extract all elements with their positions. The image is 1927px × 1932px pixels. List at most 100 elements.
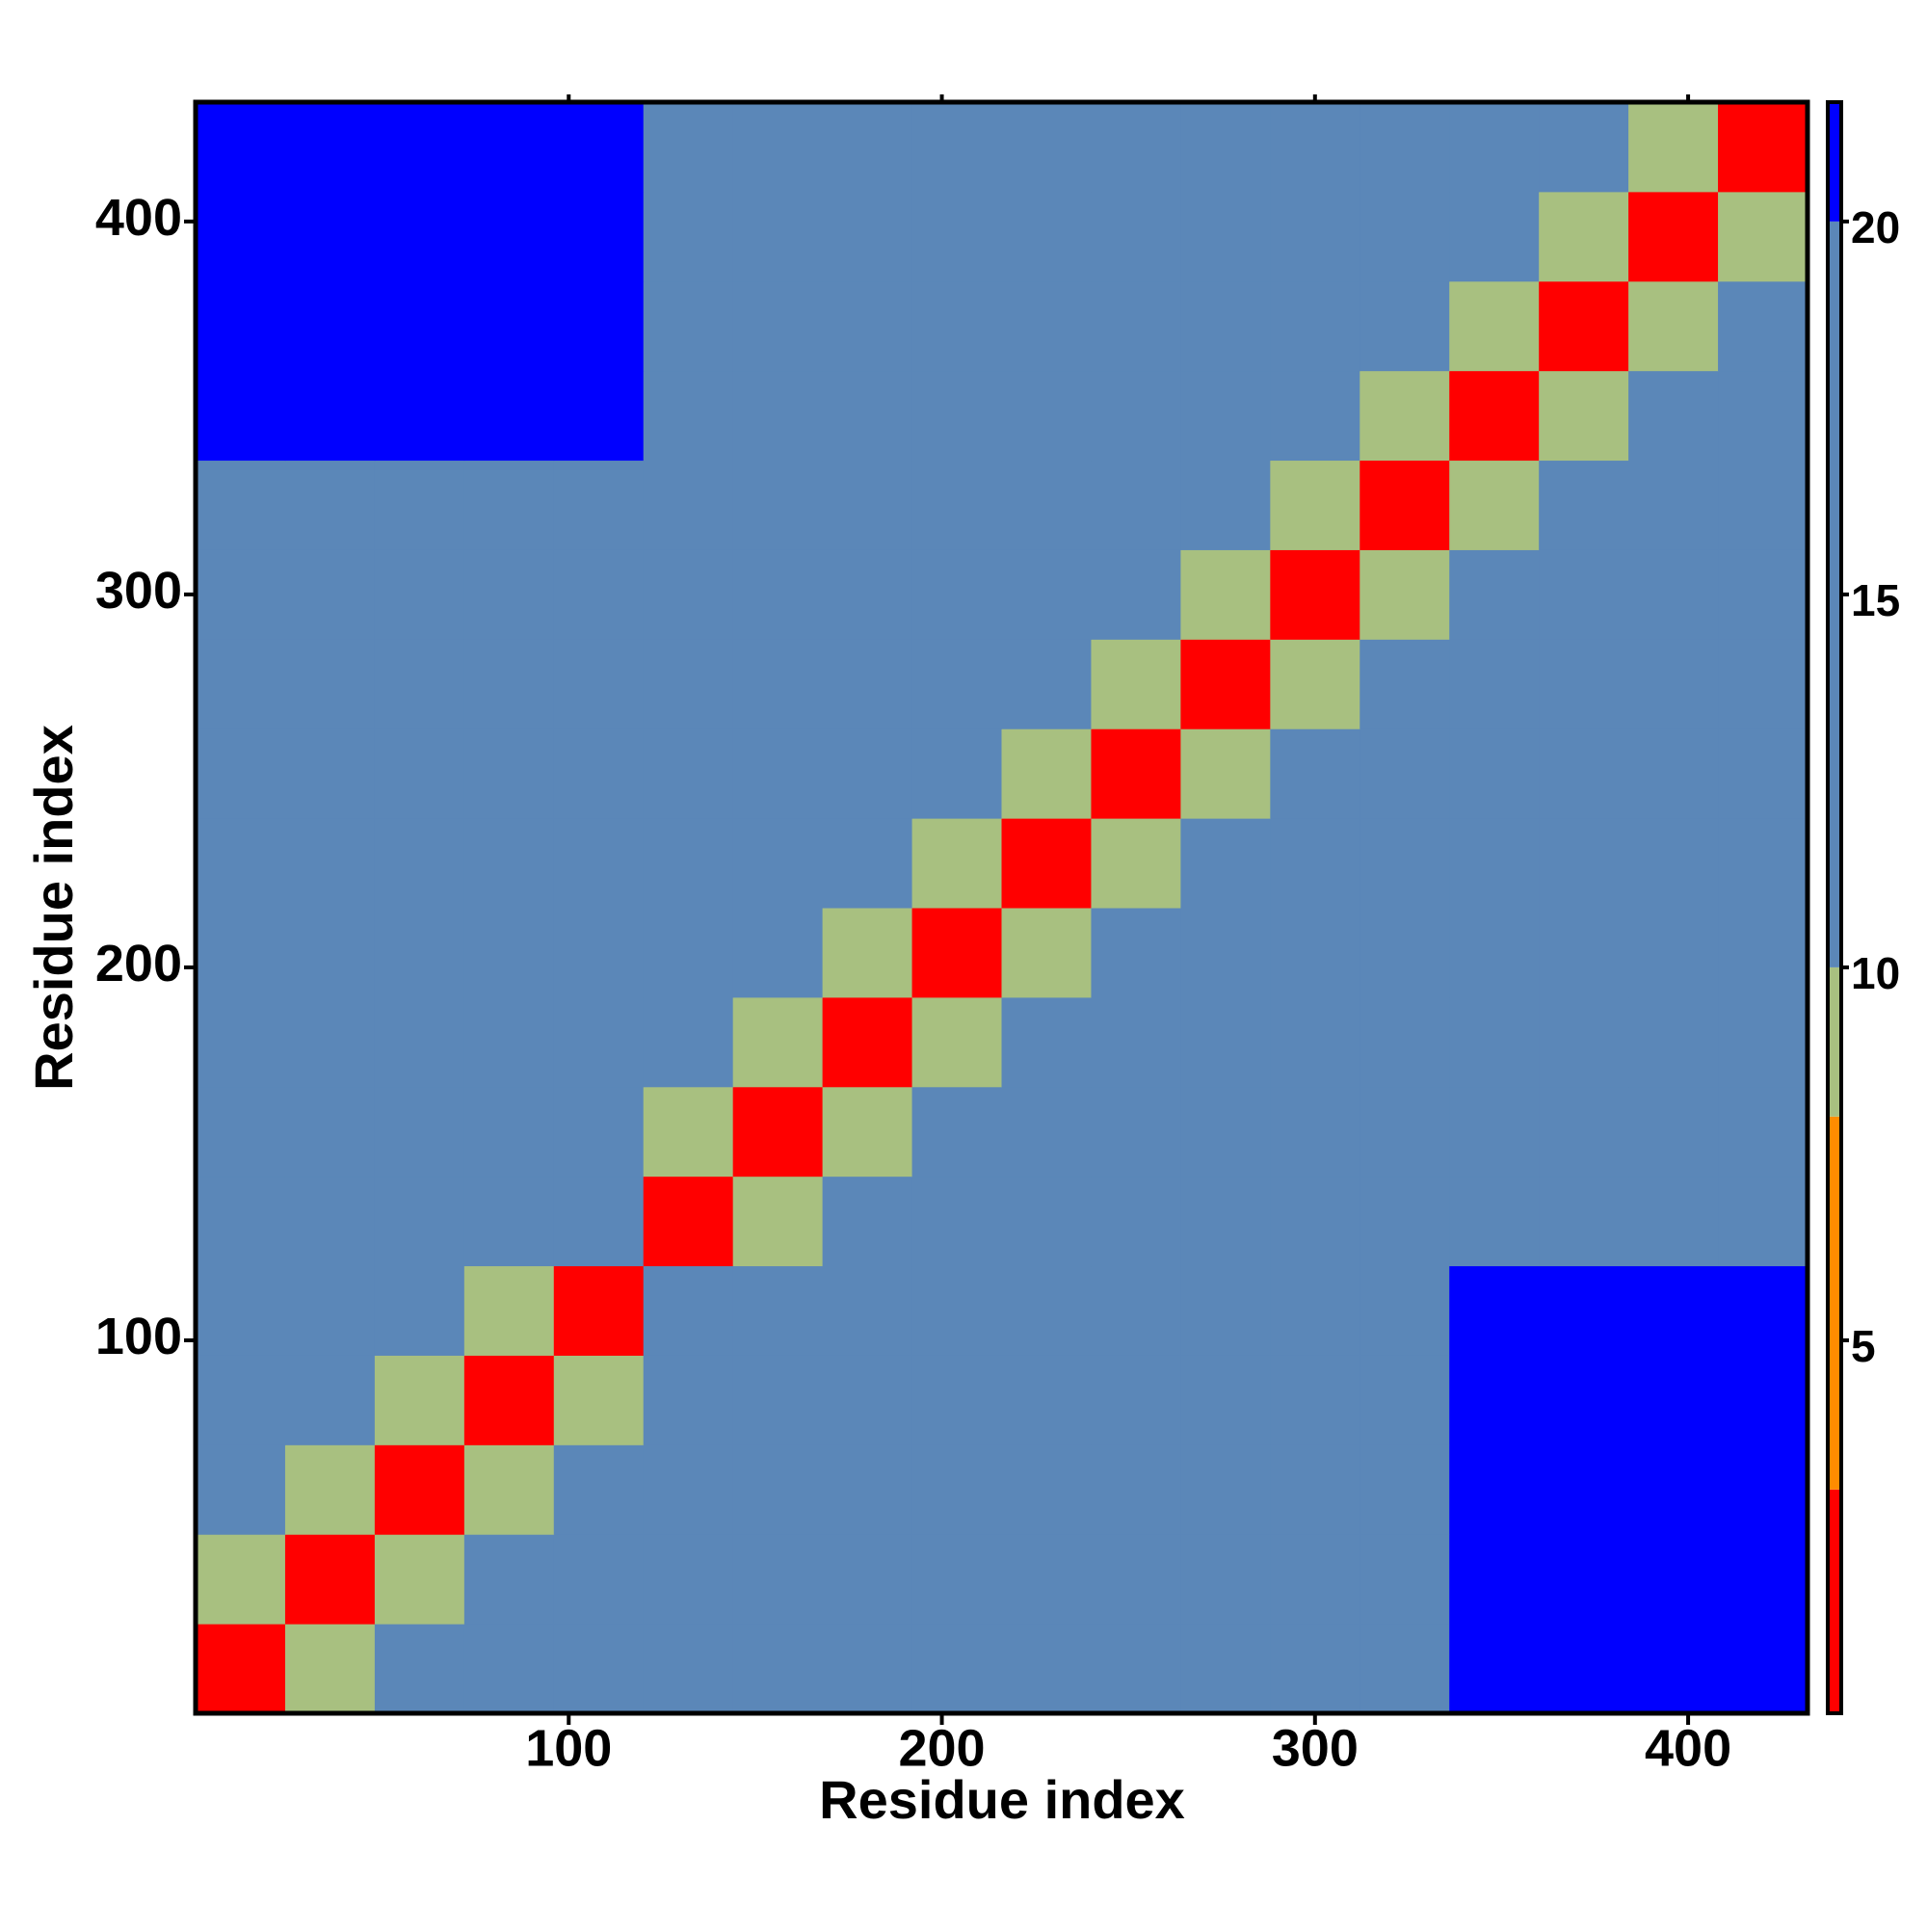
heatmap-cell xyxy=(374,818,465,909)
heatmap-cell xyxy=(374,996,465,1088)
heatmap-cell xyxy=(1718,908,1808,998)
heatmap-cell xyxy=(1449,370,1540,462)
heatmap-cell xyxy=(1449,1265,1540,1356)
heatmap-cell xyxy=(1001,102,1092,193)
heatmap-cell xyxy=(1539,996,1629,1088)
heatmap-cell xyxy=(553,1355,645,1445)
heatmap-cell xyxy=(1628,996,1719,1088)
heatmap-cell xyxy=(1628,370,1719,462)
heatmap-cell xyxy=(463,1176,555,1267)
heatmap-cell xyxy=(1001,1176,1092,1267)
heatmap-cell xyxy=(463,102,555,193)
heatmap-cell xyxy=(911,280,1002,372)
heatmap-cell xyxy=(1449,549,1540,640)
x-axis-title: Residue index xyxy=(819,1769,1185,1830)
heatmap-cell xyxy=(1270,549,1360,640)
colorbar-band xyxy=(1828,1116,1841,1490)
heatmap-cell xyxy=(196,996,286,1088)
heatmap-cell xyxy=(1539,102,1629,193)
heatmap-cell xyxy=(196,191,286,282)
heatmap-cell xyxy=(1449,1355,1540,1445)
heatmap-cell xyxy=(196,280,286,372)
heatmap-cell xyxy=(1001,1355,1092,1445)
heatmap-cell xyxy=(1628,1086,1719,1178)
heatmap-cell xyxy=(822,1176,913,1267)
heatmap-cell xyxy=(1628,639,1719,729)
heatmap-cell xyxy=(911,908,1002,998)
heatmap-cell xyxy=(1270,818,1360,909)
heatmap-cell xyxy=(1001,1444,1092,1535)
heatmap-cell xyxy=(284,549,376,640)
heatmap-cell xyxy=(284,370,376,462)
heatmap-cell xyxy=(553,1086,645,1178)
heatmap-cell xyxy=(1091,1534,1181,1625)
heatmap-cell xyxy=(822,1265,913,1356)
heatmap-cell xyxy=(1718,549,1808,640)
heatmap-cell xyxy=(1270,1444,1360,1535)
heatmap-cell xyxy=(1091,1624,1181,1714)
heatmap-cell xyxy=(1628,280,1719,372)
heatmap-cell xyxy=(1270,996,1360,1088)
heatmap-cell xyxy=(1001,908,1092,998)
heatmap-cell xyxy=(553,460,645,550)
heatmap-cell xyxy=(553,191,645,282)
heatmap-cell xyxy=(1091,1265,1181,1356)
heatmap-cell xyxy=(196,639,286,729)
heatmap-cell xyxy=(1359,996,1450,1088)
heatmap-cell xyxy=(732,370,824,462)
heatmap-cell xyxy=(643,818,734,909)
heatmap-cell xyxy=(822,549,913,640)
heatmap-cell xyxy=(1359,280,1450,372)
heatmap-cell xyxy=(553,1624,645,1714)
y-tick-label: 100 xyxy=(95,1308,182,1365)
heatmap-cell xyxy=(1001,191,1092,282)
heatmap-cell xyxy=(1539,370,1629,462)
heatmap-cell xyxy=(911,102,1002,193)
heatmap-cell xyxy=(1718,818,1808,909)
heatmap-cell xyxy=(196,908,286,998)
colorbar-band xyxy=(1828,102,1841,222)
heatmap-cell xyxy=(1270,1265,1360,1356)
heatmap-cell xyxy=(463,280,555,372)
heatmap-cell xyxy=(1270,102,1360,193)
heatmap-cell xyxy=(1001,460,1092,550)
colorbar-band xyxy=(1828,1489,1841,1713)
heatmap-cell xyxy=(284,1624,376,1714)
heatmap-cell xyxy=(374,908,465,998)
heatmap-cell xyxy=(374,191,465,282)
heatmap-cell xyxy=(284,1534,376,1625)
heatmap-cell xyxy=(1449,1086,1540,1178)
heatmap-cell xyxy=(1180,370,1271,462)
heatmap-cell xyxy=(463,1444,555,1535)
heatmap-cell xyxy=(1180,191,1271,282)
heatmap-cell xyxy=(643,728,734,819)
heatmap xyxy=(196,102,1808,1714)
x-tick-label: 300 xyxy=(1272,1719,1359,1777)
heatmap-cell xyxy=(1539,1534,1629,1625)
heatmap-cell xyxy=(822,191,913,282)
heatmap-cell xyxy=(1180,996,1271,1088)
heatmap-cell xyxy=(1180,1176,1271,1267)
heatmap-cell xyxy=(284,818,376,909)
colorbar-frame xyxy=(1826,100,1843,1715)
heatmap-cell xyxy=(1359,191,1450,282)
heatmap-cell xyxy=(374,1086,465,1178)
heatmap-cell xyxy=(1180,1265,1271,1356)
heatmap-cell xyxy=(643,1176,734,1267)
heatmap-cell xyxy=(1001,996,1092,1088)
heatmap-cell xyxy=(1270,639,1360,729)
heatmap-cell xyxy=(284,1176,376,1267)
heatmap-cell xyxy=(284,460,376,550)
heatmap-cell xyxy=(732,102,824,193)
heatmap-cell xyxy=(1359,1176,1450,1267)
heatmap-cell xyxy=(1359,818,1450,909)
heatmap-cell xyxy=(1718,370,1808,462)
heatmap-cell xyxy=(553,549,645,640)
heatmap-cell xyxy=(1539,1624,1629,1714)
heatmap-cell xyxy=(911,996,1002,1088)
heatmap-cell xyxy=(1449,460,1540,550)
heatmap-cell xyxy=(284,908,376,998)
heatmap-cell xyxy=(196,370,286,462)
heatmap-cell xyxy=(284,191,376,282)
